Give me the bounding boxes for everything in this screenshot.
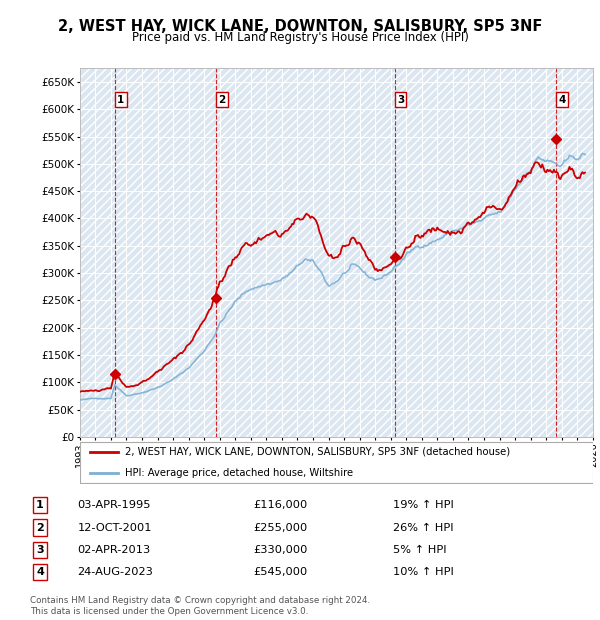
- Text: 10% ↑ HPI: 10% ↑ HPI: [392, 567, 454, 577]
- Text: £255,000: £255,000: [253, 523, 307, 533]
- Text: 3: 3: [36, 545, 44, 555]
- Text: 2: 2: [218, 95, 226, 105]
- Text: £545,000: £545,000: [253, 567, 307, 577]
- Text: 1: 1: [117, 95, 124, 105]
- Text: Contains HM Land Registry data © Crown copyright and database right 2024.
This d: Contains HM Land Registry data © Crown c…: [30, 596, 370, 616]
- Text: £330,000: £330,000: [253, 545, 308, 555]
- Text: 2, WEST HAY, WICK LANE, DOWNTON, SALISBURY, SP5 3NF (detached house): 2, WEST HAY, WICK LANE, DOWNTON, SALISBU…: [125, 447, 510, 457]
- Text: 4: 4: [36, 567, 44, 577]
- Text: 1: 1: [36, 500, 44, 510]
- Text: 4: 4: [559, 95, 566, 105]
- Text: 5% ↑ HPI: 5% ↑ HPI: [392, 545, 446, 555]
- Text: 24-AUG-2023: 24-AUG-2023: [77, 567, 154, 577]
- Text: HPI: Average price, detached house, Wiltshire: HPI: Average price, detached house, Wilt…: [125, 468, 353, 478]
- Text: 26% ↑ HPI: 26% ↑ HPI: [392, 523, 454, 533]
- Text: 12-OCT-2001: 12-OCT-2001: [77, 523, 152, 533]
- Text: 03-APR-1995: 03-APR-1995: [77, 500, 151, 510]
- Text: 2, WEST HAY, WICK LANE, DOWNTON, SALISBURY, SP5 3NF: 2, WEST HAY, WICK LANE, DOWNTON, SALISBU…: [58, 19, 542, 33]
- Text: £116,000: £116,000: [253, 500, 307, 510]
- Text: Price paid vs. HM Land Registry's House Price Index (HPI): Price paid vs. HM Land Registry's House …: [131, 31, 469, 44]
- Text: 3: 3: [397, 95, 404, 105]
- Text: 02-APR-2013: 02-APR-2013: [77, 545, 151, 555]
- Text: 19% ↑ HPI: 19% ↑ HPI: [392, 500, 454, 510]
- Text: 2: 2: [36, 523, 44, 533]
